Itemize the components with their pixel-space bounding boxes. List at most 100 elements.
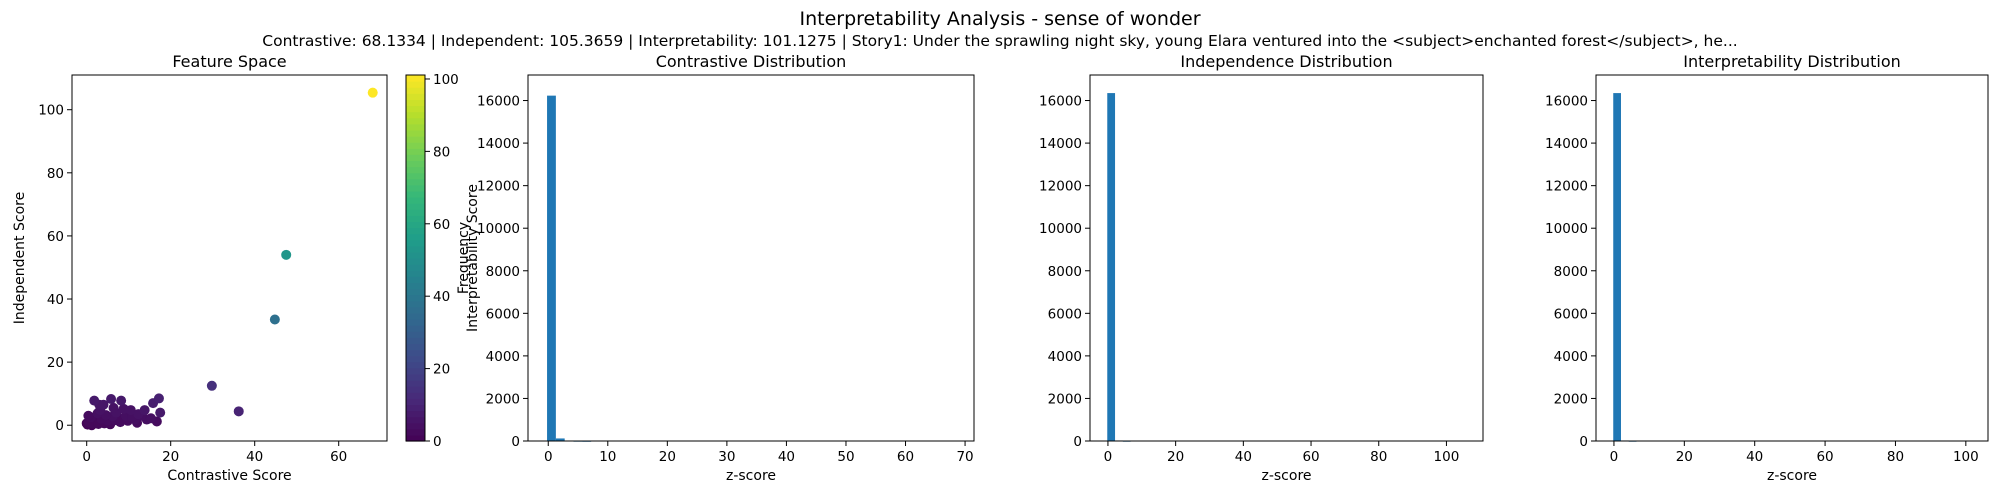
x-axis-label: z-score (1767, 468, 1817, 484)
colorbar-segment (406, 343, 425, 351)
scatter-point (83, 410, 94, 421)
colorbar-segment (406, 154, 425, 161)
x-tick-label: 20 (162, 449, 179, 465)
colorbar-segment (406, 282, 425, 290)
y-tick-label: 60 (47, 229, 64, 245)
y-tick-label: 14000 (477, 136, 520, 152)
colorbar-segment (406, 203, 425, 210)
x-tick-label: 70 (956, 449, 973, 465)
colorbar-tick-label: 40 (433, 289, 450, 305)
scatter-point (106, 394, 117, 405)
y-tick-label: 80 (47, 166, 64, 182)
colorbar-segment (406, 270, 425, 277)
colorbar-segment (406, 136, 425, 143)
y-tick-label: 6000 (1554, 306, 1588, 322)
colorbar-segment (406, 99, 425, 107)
y-tick-label: 100 (38, 103, 64, 119)
x-tick-label: 40 (1746, 449, 1763, 465)
x-tick-label: 60 (330, 449, 347, 465)
histogram-bar (1613, 93, 1621, 441)
colorbar-segment (406, 117, 425, 125)
colorbar-segment (406, 276, 425, 283)
y-tick-label: 10000 (477, 221, 520, 237)
axes-frame (1595, 74, 1989, 442)
x-tick-label: 0 (544, 449, 553, 465)
colorbar-segment (406, 361, 425, 369)
y-tick-label: 12000 (1039, 179, 1082, 195)
x-tick-label: 40 (778, 449, 795, 465)
colorbar-segment (406, 264, 425, 271)
colorbar-label: Interpretability Score (465, 184, 481, 332)
x-axis-label: z-score (1261, 468, 1311, 484)
colorbar-segment (406, 148, 425, 155)
y-tick-label: 0 (511, 434, 520, 450)
colorbar-segment (406, 410, 425, 418)
histogram-bar (555, 438, 565, 441)
y-tick-label: 0 (1073, 434, 1082, 450)
y-tick-label: 16000 (1039, 94, 1082, 110)
colorbar-segment (406, 422, 425, 430)
colorbar-segment (406, 404, 425, 412)
colorbar-segment (406, 160, 425, 168)
colorbar-segment (406, 398, 425, 405)
colorbar-segment (406, 325, 425, 332)
scatter-point (98, 399, 109, 410)
colorbar-segment (406, 251, 425, 259)
colorbar-segment (406, 373, 425, 381)
axes-frame (1089, 74, 1484, 442)
scatter-point (155, 407, 166, 418)
independence-histogram-panel: Independence Distribution 0 20 40 60 80 100 0 20… (1039, 52, 1484, 484)
scatter-point (281, 249, 292, 260)
x-axis-label: z-score (726, 468, 776, 484)
y-tick-label: 8000 (1554, 264, 1588, 280)
scatter-point (153, 393, 164, 404)
y-tick-label: 20 (47, 355, 64, 371)
scatter-point (89, 395, 100, 406)
scatter-point (233, 406, 244, 417)
colorbar-segment (406, 416, 425, 424)
interpretability-histogram-panel: Interpretability Distribution 0 20 40 60 80 10… (1545, 52, 1989, 484)
colorbar-segment (406, 81, 425, 88)
x-tick-label: 100 (1434, 449, 1460, 465)
y-tick-label: 14000 (1039, 136, 1082, 152)
scatter-point (367, 87, 378, 98)
colorbar-segment (406, 319, 425, 326)
x-tick-label: 60 (897, 449, 914, 465)
colorbar-tick-label: 60 (433, 217, 450, 233)
colorbar-segment (406, 337, 425, 344)
colorbar-segment (406, 367, 425, 375)
colorbar-tick-label: 80 (433, 144, 450, 160)
y-tick-label: 4000 (1048, 349, 1082, 365)
colorbar-segment (406, 123, 425, 131)
colorbar-segment (406, 258, 425, 265)
contrastive-histogram-panel: Contrastive Distribution 0 10 20 30 40 50 60 70 0… (456, 52, 975, 484)
x-tick-label: 20 (659, 449, 676, 465)
y-tick-label: 6000 (486, 306, 520, 322)
x-tick-label: 0 (1610, 449, 1619, 465)
y-axis-label: Independent Score (12, 192, 28, 324)
y-tick-label: 8000 (486, 264, 520, 280)
colorbar-tick-label: 20 (433, 362, 450, 378)
y-tick-label: 0 (1579, 434, 1588, 450)
y-tick-label: 40 (47, 292, 64, 308)
x-tick-label: 40 (1235, 449, 1252, 465)
colorbar: 0 20 40 60 80 100 Interpretability Score (405, 72, 481, 450)
x-tick-label: 80 (1370, 449, 1387, 465)
histogram-bar (1107, 93, 1116, 441)
colorbar-segment (406, 331, 425, 338)
y-tick-label: 14000 (1545, 136, 1588, 152)
figure-title: Interpretability Analysis - sense of won… (799, 8, 1200, 30)
y-tick-label: 0 (55, 418, 64, 434)
colorbar-segment (406, 233, 425, 241)
y-tick-label: 6000 (1048, 306, 1082, 322)
scatter-point (118, 403, 129, 414)
colorbar-segment (406, 312, 425, 320)
y-tick-label: 10000 (1039, 221, 1082, 237)
colorbar-segment (406, 75, 425, 82)
colorbar-tick-label: 100 (433, 72, 459, 88)
colorbar-segment (406, 166, 425, 174)
histogram-bar (547, 95, 556, 442)
x-tick-label: 60 (1302, 449, 1319, 465)
colorbar-segment (406, 306, 425, 314)
